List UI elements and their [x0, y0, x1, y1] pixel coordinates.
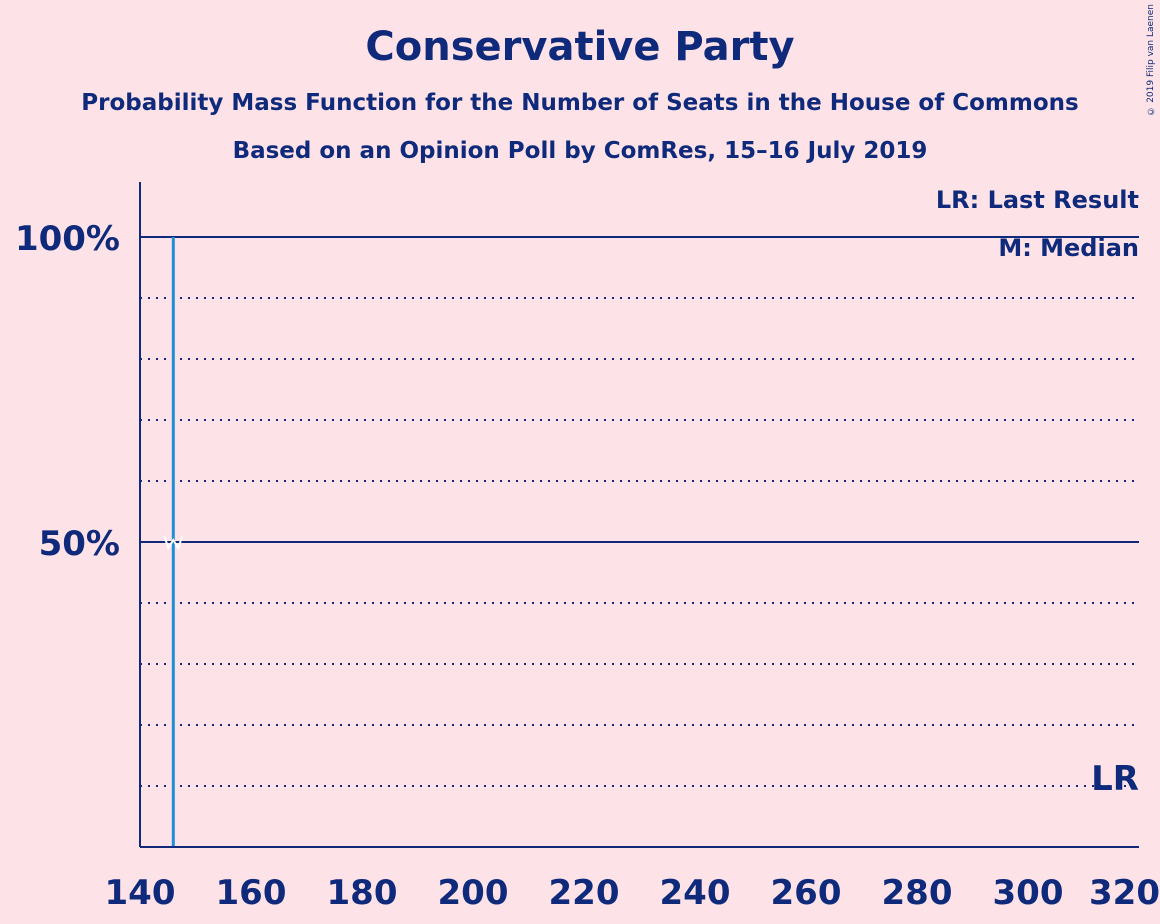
- x-tick-label: 180: [327, 873, 398, 913]
- x-tick-label: 220: [549, 873, 620, 913]
- y-tick-label: 100%: [15, 219, 120, 259]
- x-tick-label: 240: [660, 873, 731, 913]
- chart-subtitle: Probability Mass Function for the Number…: [81, 90, 1079, 116]
- x-tick-label: 200: [438, 873, 509, 913]
- x-tick-label: 160: [216, 873, 287, 913]
- legend-entry: LR: Last Result: [936, 186, 1139, 214]
- x-tick-label: 280: [882, 873, 953, 913]
- x-tick-label: 260: [771, 873, 842, 913]
- y-tick-label: 50%: [39, 524, 120, 564]
- legend-entry: M: Median: [998, 234, 1139, 262]
- median-marker: [163, 535, 184, 551]
- x-tick-label: 140: [105, 873, 176, 913]
- x-tick-label: 300: [993, 873, 1064, 913]
- last-result-marker: LR: [1091, 759, 1139, 799]
- chart-source: Based on an Opinion Poll by ComRes, 15–1…: [232, 138, 928, 164]
- x-tick-label: 320: [1089, 873, 1160, 913]
- bars: [163, 237, 184, 847]
- chart-title: Conservative Party: [365, 24, 795, 70]
- axes: [139, 182, 1139, 848]
- labels: 140 160 180 200 220 240 260 280 300 320 50% 100% LR:…: [15, 186, 1160, 913]
- grid-lines: [140, 236, 1139, 787]
